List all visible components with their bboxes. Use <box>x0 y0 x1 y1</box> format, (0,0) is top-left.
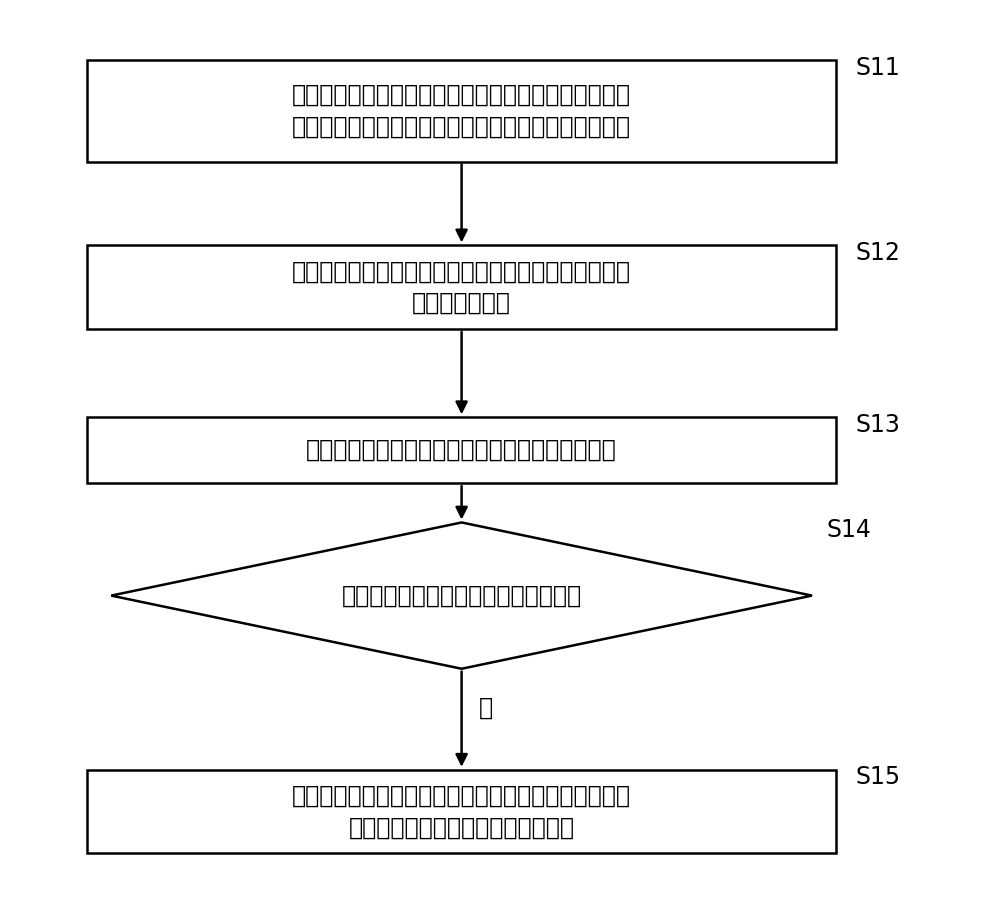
Text: S12: S12 <box>855 241 900 265</box>
Text: 将第二语音信号或者第三语音信号按照预设比例与第一
语音信号进行混合得到通信语音信号: 将第二语音信号或者第三语音信号按照预设比例与第一 语音信号进行混合得到通信语音信… <box>292 784 631 839</box>
Text: 根据外部声波得到第一语音信号，根据第一内部声波得
到第二语音信号，根据第二内部声波得到第三语音信号: 根据外部声波得到第一语音信号，根据第一内部声波得 到第二语音信号，根据第二内部声… <box>292 84 631 139</box>
FancyBboxPatch shape <box>87 61 836 162</box>
Text: S14: S14 <box>826 518 871 542</box>
Text: 根据环境噪音信号得到环境噪音信号的噪音强度值: 根据环境噪音信号得到环境噪音信号的噪音强度值 <box>306 438 617 462</box>
Text: S11: S11 <box>855 56 900 80</box>
Text: 根据第一语音信号和第二语音信号得到第一语音信号中
的环境噪音信号: 根据第一语音信号和第二语音信号得到第一语音信号中 的环境噪音信号 <box>292 260 631 315</box>
FancyBboxPatch shape <box>87 417 836 483</box>
Text: 是: 是 <box>479 696 493 720</box>
Text: S15: S15 <box>855 766 900 789</box>
FancyBboxPatch shape <box>87 769 836 854</box>
Text: S13: S13 <box>855 413 900 437</box>
Polygon shape <box>111 522 812 668</box>
FancyBboxPatch shape <box>87 245 836 329</box>
Text: 判断噪音强度值是否在预设阈值范围内: 判断噪音强度值是否在预设阈值范围内 <box>342 584 582 608</box>
